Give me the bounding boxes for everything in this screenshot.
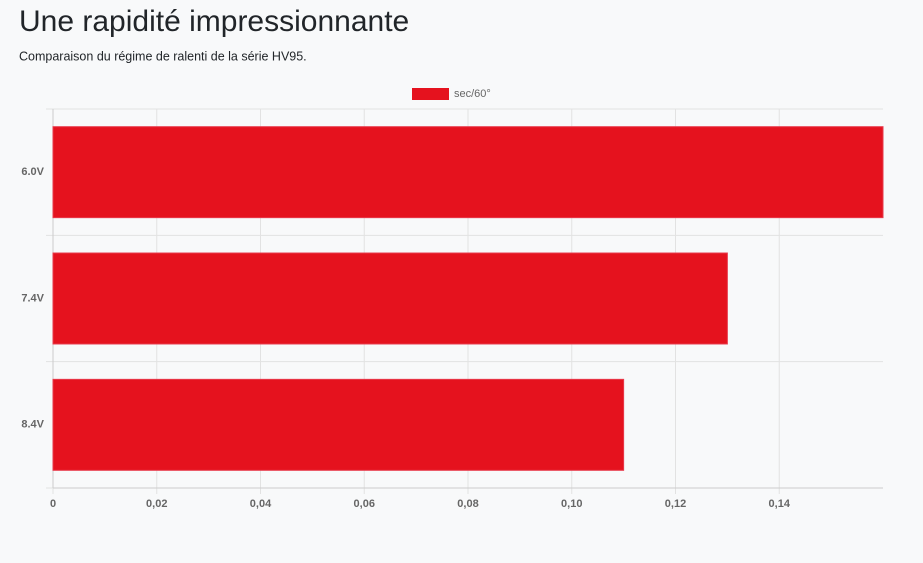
chart-subtitle: Comparaison du régime de ralenti de la s… bbox=[19, 49, 307, 63]
x-tick-label: 0,14 bbox=[769, 498, 791, 510]
bar bbox=[52, 378, 625, 471]
x-tick-label: 0,10 bbox=[561, 498, 582, 510]
bar bbox=[52, 126, 884, 219]
legend-label: sec/60° bbox=[454, 88, 491, 100]
x-tick-label: 0,02 bbox=[146, 498, 167, 510]
x-tick-label: 0 bbox=[50, 498, 56, 510]
x-tick-label: 0,06 bbox=[354, 498, 375, 510]
x-tick-label: 0,12 bbox=[665, 498, 686, 510]
y-tick-label: 8.4V bbox=[21, 419, 44, 431]
legend-swatch bbox=[412, 88, 449, 100]
bar bbox=[52, 252, 728, 345]
y-tick-label: 6.0V bbox=[21, 166, 44, 178]
x-tick-label: 0,08 bbox=[457, 498, 478, 510]
y-tick-label: 7.4V bbox=[21, 292, 44, 304]
chart-title: Une rapidité impressionnante bbox=[19, 5, 409, 38]
x-tick-label: 0,04 bbox=[250, 498, 272, 510]
